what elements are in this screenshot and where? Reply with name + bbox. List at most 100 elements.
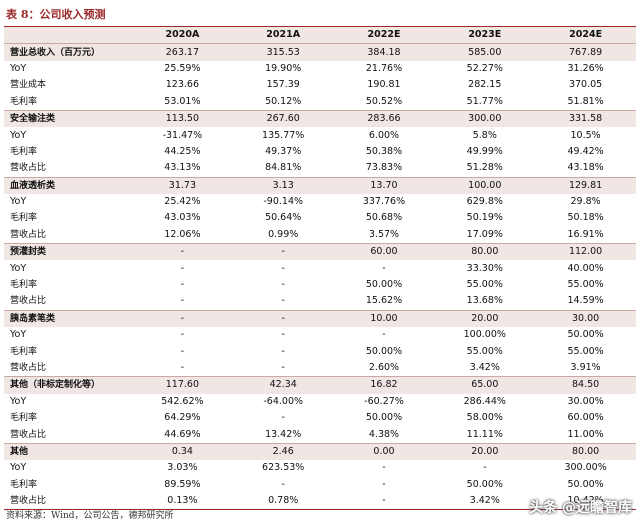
- value-cell: 300.00%: [564, 462, 607, 474]
- table-row: 营收占比 - - 15.62% 13.68% 14.59%: [4, 293, 636, 310]
- value-cell: 33.30%: [466, 262, 503, 274]
- value-cell: 80.00: [535, 442, 636, 461]
- value-cell: 25.42%: [164, 196, 201, 208]
- value-cell: -: [281, 295, 285, 307]
- value-cell: 19.90%: [265, 62, 302, 74]
- table-row: 毛利率 - - 50.00% 55.00% 55.00%: [4, 343, 636, 359]
- value-cell: 0.00: [333, 442, 435, 461]
- value-cell: 16.82: [333, 376, 435, 394]
- value-cell: 50.52%: [365, 95, 403, 107]
- value-cell: 10.5%: [570, 129, 601, 141]
- value-cell: -: [281, 478, 285, 490]
- value-cell: 17.09%: [466, 228, 503, 240]
- value-cell: 283.66: [333, 109, 435, 128]
- value-cell: -: [281, 279, 285, 291]
- value-cell: 80.00: [434, 243, 536, 261]
- row-label: 营收占比: [4, 492, 132, 511]
- value-cell: 767.89: [535, 43, 636, 61]
- value-cell: 282.15: [468, 79, 502, 91]
- value-cell: -: [382, 262, 386, 274]
- row-label: 毛利率: [10, 213, 38, 224]
- value-cell: 370.05: [568, 79, 603, 91]
- section-row: 预灌封类 - -60.00 80.00 112.00: [4, 243, 636, 261]
- row-label: 营业成本: [10, 80, 47, 91]
- value-cell: 50.64%: [265, 212, 302, 224]
- value-cell: 585.00: [434, 43, 536, 61]
- value-cell: -: [382, 329, 386, 341]
- header-year-cell: 2020A: [132, 27, 233, 44]
- table-row: 毛利率 89.59% - - 50.00% 50.00%: [4, 477, 636, 493]
- watermark-text: 头条 @远瞻智库: [529, 500, 632, 516]
- value-cell: 0.34: [132, 442, 233, 461]
- row-label: YoY: [10, 462, 27, 474]
- value-cell: 0.99%: [268, 228, 299, 240]
- header-year-cell: 2021A: [232, 27, 334, 44]
- value-cell: 89.59%: [164, 478, 201, 490]
- value-cell: 31.26%: [567, 62, 604, 74]
- value-cell: 60.00: [333, 243, 435, 261]
- value-cell: 31.73: [132, 176, 233, 194]
- value-cell: -: [382, 478, 386, 490]
- value-cell: 50.68%: [365, 212, 403, 224]
- value-cell: -: [132, 243, 233, 261]
- value-cell: -31.47%: [162, 129, 203, 141]
- value-cell: 12.06%: [164, 228, 201, 240]
- value-cell: -90.14%: [263, 196, 304, 208]
- value-cell: 50.00%: [567, 478, 604, 490]
- value-cell: 0.13%: [132, 492, 233, 511]
- value-cell: 49.99%: [466, 145, 503, 157]
- row-label: 毛利率: [10, 96, 38, 107]
- value-cell: 113.50: [132, 109, 233, 128]
- value-cell: 337.76%: [362, 196, 406, 208]
- value-cell: 49.42%: [567, 145, 604, 157]
- table-row: 营收占比 - - 2.60% 3.42% 3.91%: [4, 360, 636, 377]
- value-cell: 11.11%: [466, 428, 503, 440]
- value-cell: 55.00%: [567, 279, 604, 291]
- value-cell: -: [232, 309, 334, 328]
- value-cell: 331.58: [535, 109, 636, 128]
- table-row: 营收占比 12.06% 0.99% 3.57% 17.09% 16.91%: [4, 227, 636, 244]
- value-cell: 50.00%: [365, 412, 403, 424]
- value-cell: 4.38%: [368, 428, 400, 440]
- value-cell: 43.03%: [164, 212, 201, 224]
- table-row: YoY - - - 100.00% 50.00%: [4, 327, 636, 343]
- value-cell: 623.53%: [262, 462, 305, 474]
- value-cell: -: [180, 279, 185, 291]
- value-cell: 112.00: [535, 243, 636, 261]
- value-cell: 65.00: [434, 376, 536, 394]
- value-cell: 315.53: [232, 43, 334, 61]
- value-cell: 50.19%: [466, 212, 503, 224]
- value-cell: -: [180, 345, 185, 357]
- value-cell: -: [232, 243, 334, 261]
- value-cell: 263.17: [132, 43, 233, 61]
- value-cell: 73.83%: [365, 162, 403, 174]
- value-cell: 50.18%: [567, 212, 604, 224]
- value-cell: 300.00: [434, 109, 536, 128]
- value-cell: 3.57%: [368, 228, 400, 240]
- value-cell: -: [132, 309, 233, 328]
- value-cell: 84.50: [535, 376, 636, 394]
- value-cell: -: [483, 462, 487, 474]
- value-cell: 49.37%: [265, 145, 302, 157]
- table-row: YoY 25.42% -90.14% 337.76% 629.8% 29.8%: [4, 194, 636, 210]
- value-cell: 64.29%: [164, 412, 201, 424]
- value-cell: 51.77%: [466, 95, 503, 107]
- value-cell: 2.46: [232, 442, 334, 461]
- value-cell: -: [333, 492, 435, 511]
- value-cell: -: [382, 462, 386, 474]
- row-label: 营业总收入（百万元）: [4, 43, 132, 61]
- table-row: 毛利率 53.01% 50.12% 50.52% 51.77% 51.81%: [4, 94, 636, 111]
- row-label: 毛利率: [10, 413, 38, 424]
- row-label: YoY: [10, 62, 27, 74]
- value-cell: 20.00: [434, 442, 536, 461]
- value-cell: 30.00%: [567, 395, 604, 407]
- table-row: 毛利率 - - 50.00% 55.00% 55.00%: [4, 277, 636, 293]
- row-label: YoY: [10, 262, 27, 274]
- value-cell: 52.27%: [466, 62, 503, 74]
- value-cell: 129.81: [535, 176, 636, 194]
- value-cell: 50.38%: [365, 145, 403, 157]
- value-cell: -64.00%: [263, 395, 304, 407]
- row-label: YoY: [10, 196, 27, 208]
- value-cell: 14.59%: [567, 295, 604, 307]
- value-cell: 10.00: [333, 309, 435, 328]
